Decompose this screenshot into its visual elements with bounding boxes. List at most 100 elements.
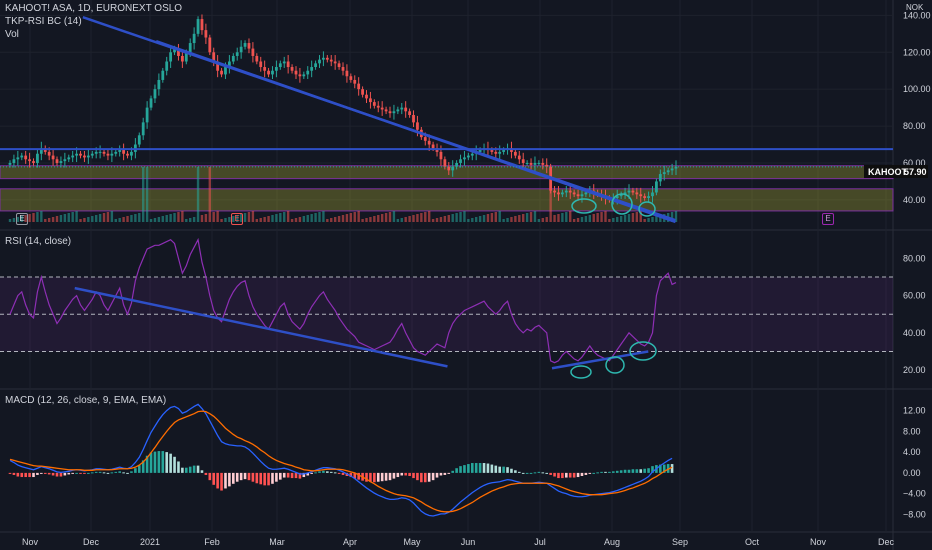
candle-body <box>192 33 196 44</box>
macd-histogram-bar <box>439 472 443 476</box>
macd-histogram-bar <box>322 470 325 473</box>
macd-histogram-bar <box>514 470 517 473</box>
macd-histogram-bar <box>177 461 180 473</box>
volume-bar <box>279 213 282 222</box>
candle-body <box>564 190 568 193</box>
price-zone <box>0 188 894 212</box>
volume-bar <box>181 211 184 222</box>
volume-bar <box>114 219 117 222</box>
macd-histogram-bar <box>145 455 149 473</box>
candle-body <box>63 159 67 162</box>
volume-bar <box>40 211 43 222</box>
candle-body <box>24 155 28 160</box>
macd-histogram-bar <box>565 472 568 478</box>
earnings-mark-2[interactable]: E <box>231 213 243 225</box>
x-tick-label: Dec <box>878 537 895 547</box>
candle-body <box>408 111 411 115</box>
candle-body <box>431 144 435 149</box>
candle-body <box>513 151 517 156</box>
macd-histogram-bar <box>36 472 39 475</box>
candle-body <box>498 151 502 154</box>
volume-bar <box>83 218 86 222</box>
macd-histogram-bar <box>608 471 611 473</box>
candle-body <box>36 153 39 163</box>
candle-body <box>341 67 345 71</box>
earnings-mark-1[interactable]: E <box>16 213 28 225</box>
macd-histogram-bar <box>141 460 145 473</box>
chart-title: KAHOOT! ASA, 1D, EURONEXT OSLO <box>5 3 183 14</box>
volume-bar <box>439 217 443 222</box>
volume-bar <box>584 216 588 222</box>
volume-bar <box>635 212 639 222</box>
macd-histogram-bar <box>635 469 639 473</box>
volume-bar <box>431 219 435 222</box>
candle-body <box>353 79 357 84</box>
price-tick-label: 80.00 <box>903 121 926 131</box>
candle-body <box>392 111 396 114</box>
candle-body <box>67 157 71 160</box>
volume-bar <box>153 218 157 222</box>
macd-histogram-bar <box>98 471 102 473</box>
candle-body <box>83 155 86 158</box>
macd-histogram-bar <box>137 465 141 473</box>
x-tick-label: Aug <box>604 537 620 547</box>
candle-body <box>631 190 635 193</box>
macd-histogram-bar <box>373 472 376 483</box>
macd-histogram-bar <box>243 472 247 480</box>
volume-bar <box>588 215 592 222</box>
macd-histogram-bar <box>384 472 388 481</box>
candle-body <box>231 55 235 62</box>
candle-body <box>655 181 658 193</box>
highlight-circle <box>605 356 625 374</box>
macd-histogram-bar <box>572 472 576 478</box>
macd-histogram-bar <box>619 470 623 473</box>
candle-body <box>55 159 59 163</box>
candle-body <box>427 140 431 145</box>
candle-body <box>662 172 666 175</box>
macd-histogram-bar <box>181 467 184 473</box>
volume-bar <box>455 213 458 222</box>
candle-body <box>75 153 78 156</box>
macd-histogram-bar <box>298 472 302 479</box>
candle-body <box>278 63 282 68</box>
macd-histogram-bar <box>192 465 196 473</box>
volume-bar <box>322 211 325 222</box>
x-tick-label: Feb <box>204 537 220 547</box>
macd-histogram-bar <box>392 472 396 479</box>
candle-body <box>658 174 662 182</box>
volume-bar <box>122 217 125 222</box>
candle-body <box>271 70 274 75</box>
x-tick-label: 2021 <box>140 537 160 547</box>
candle-body <box>627 190 631 193</box>
candle-body <box>59 161 63 163</box>
x-tick-label: Jun <box>461 537 476 547</box>
macd-histogram-bar <box>149 452 153 473</box>
volume-bar <box>28 214 31 222</box>
candle-body <box>20 155 24 158</box>
price-tick-label: 40.00 <box>903 195 926 205</box>
macd-histogram-bar <box>310 472 313 474</box>
volume-bar <box>353 212 356 222</box>
candle-body <box>372 102 376 106</box>
volume-bar <box>494 212 497 222</box>
candle-body <box>388 111 392 114</box>
candle-body <box>439 151 443 160</box>
macd-histogram-bar <box>216 472 219 489</box>
volume-bar <box>643 219 646 222</box>
candle-body <box>545 164 549 167</box>
volume-bar <box>220 219 223 222</box>
earnings-mark-3[interactable]: E <box>822 213 834 225</box>
volume-bar <box>427 211 431 222</box>
candle-body <box>212 52 216 62</box>
volume-bar <box>490 213 494 222</box>
candle-body <box>224 67 227 75</box>
volume-bar <box>506 218 509 222</box>
volume-bar <box>134 214 137 222</box>
volume-bar <box>290 219 294 222</box>
candle-body <box>349 76 353 80</box>
macd-histogram-bar <box>263 472 266 486</box>
macd-histogram-bar <box>376 472 380 482</box>
rsi-tick-label: 60.00 <box>903 291 926 301</box>
volume-bar <box>232 216 235 222</box>
